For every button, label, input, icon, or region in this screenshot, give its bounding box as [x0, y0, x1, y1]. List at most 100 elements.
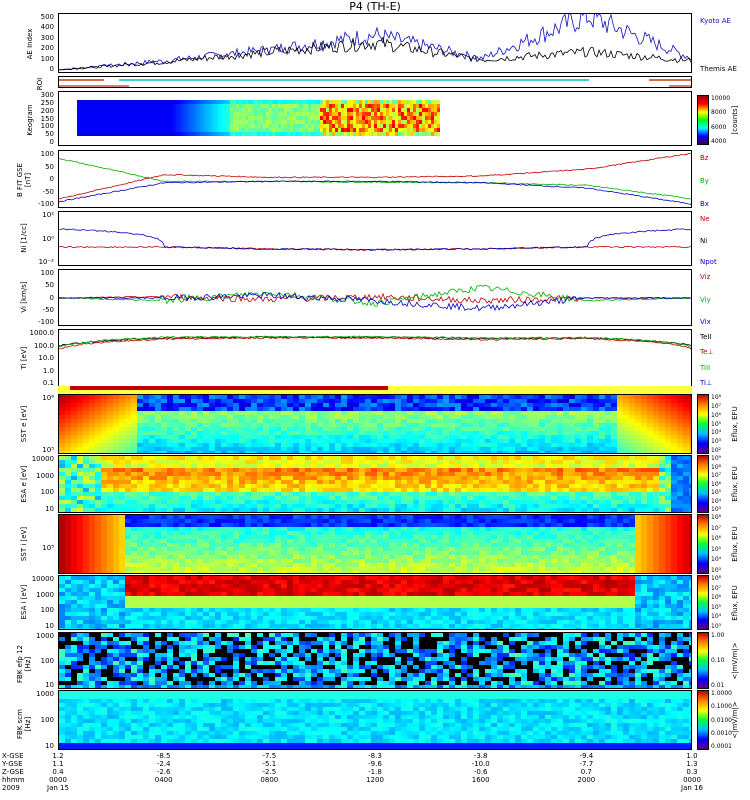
- keogram-cell: [431, 100, 434, 104]
- sst_e-cell: [137, 431, 143, 435]
- sst_i-cell: [227, 527, 233, 531]
- sst_e-cell: [629, 395, 635, 399]
- sst_e-cell: [617, 399, 623, 403]
- sst_e-cell: [287, 439, 293, 443]
- sst_i-cell: [77, 559, 83, 563]
- sst_e-cell: [173, 431, 179, 435]
- keogram-cell: [122, 100, 125, 104]
- esa_e-cell: [449, 480, 455, 484]
- sst_e-cell: [623, 395, 629, 399]
- sst_i-cell: [113, 559, 119, 563]
- sst_e-cell: [167, 447, 173, 451]
- keogram-cell: [227, 132, 230, 136]
- sst_e-cell: [119, 451, 125, 453]
- esa_e-cell: [539, 472, 545, 476]
- keogram-cell: [230, 132, 233, 136]
- esa_e-cell: [287, 492, 293, 496]
- keogram-cell: [416, 132, 419, 136]
- sst_e-cell: [353, 439, 359, 443]
- keogram-cell: [305, 108, 308, 112]
- keogram-cell: [242, 124, 245, 128]
- sst_i-cell: [245, 563, 251, 567]
- keogram-cell: [371, 124, 374, 128]
- esa_e-cell: [641, 508, 647, 512]
- sst_e-cell: [467, 431, 473, 435]
- esa_e-cell: [77, 500, 83, 504]
- esa_e-cell: [407, 508, 413, 512]
- sst_e-cell: [461, 399, 467, 403]
- keogram-cell: [224, 104, 227, 108]
- keogram-cell: [425, 104, 428, 108]
- sst_i-cell: [251, 515, 257, 519]
- sst_e-cell: [413, 423, 419, 427]
- esa_e-cell: [299, 512, 305, 513]
- sst_i-cell: [101, 515, 107, 519]
- sst_e-cell: [635, 447, 641, 451]
- sst_e-cell: [251, 423, 257, 427]
- keogram-cell: [344, 108, 347, 112]
- keogram-cell: [116, 124, 119, 128]
- keogram-cell: [212, 100, 215, 104]
- esa_e-cell: [149, 504, 155, 508]
- esa_e-cell: [197, 476, 203, 480]
- sst_i-cell: [203, 535, 209, 539]
- keogram-cell: [404, 116, 407, 120]
- esa_e-cell: [107, 456, 113, 460]
- esa_e-cell: [71, 484, 77, 488]
- esa_e-cell: [581, 472, 587, 476]
- esa_e-cell: [665, 460, 671, 464]
- sst_e-cell: [413, 411, 419, 415]
- esa_e-cell: [311, 500, 317, 504]
- keogram-cell: [239, 120, 242, 124]
- keogram-cell: [266, 100, 269, 104]
- esa_e-cell: [155, 468, 161, 472]
- esa_e-cell: [371, 488, 377, 492]
- esa_e-cell: [185, 456, 191, 460]
- keogram-cell: [191, 108, 194, 112]
- esa_e-cell: [629, 484, 635, 488]
- keogram-cell: [362, 124, 365, 128]
- sst_e-cell: [125, 447, 131, 451]
- esa_e-cell: [611, 500, 617, 504]
- keogram-cell: [239, 104, 242, 108]
- keogram-cell: [131, 104, 134, 108]
- sst_i-cell: [257, 531, 263, 535]
- esa_e-cell: [299, 488, 305, 492]
- keogram-cell: [410, 112, 413, 116]
- sst_i-cell: [293, 523, 299, 527]
- keogram-cell: [413, 108, 416, 112]
- esa_e-cell: [521, 488, 527, 492]
- esa_e-cell: [509, 460, 515, 464]
- sst_e-cell: [269, 395, 275, 399]
- keogram-cell: [101, 100, 104, 104]
- sst_i-cell: [221, 567, 227, 571]
- sst_e-cell: [539, 403, 545, 407]
- esa_e-cell: [203, 488, 209, 492]
- esa_e-cell: [275, 468, 281, 472]
- keogram-cell: [188, 120, 191, 124]
- esa_e-cell: [335, 460, 341, 464]
- sst_e-cell: [209, 443, 215, 447]
- sst_e-cell: [467, 427, 473, 431]
- keogram-cell: [335, 100, 338, 104]
- sst_i-cell: [89, 531, 95, 535]
- sst_e-cell: [515, 399, 521, 403]
- sst_i-cell: [143, 543, 149, 547]
- sst_e-cell: [287, 419, 293, 423]
- sst_e-cell: [551, 439, 557, 443]
- keogram-cell: [299, 112, 302, 116]
- keogram-cell: [203, 132, 206, 136]
- esa_e-cell: [137, 464, 143, 468]
- esa_e-cell: [221, 512, 227, 513]
- esa_e-cell: [545, 488, 551, 492]
- esa_e-cell: [179, 508, 185, 512]
- esa_e-cell: [59, 468, 65, 472]
- sst_e-cell: [521, 399, 527, 403]
- keogram-cell: [434, 132, 437, 136]
- esa_e-cell: [329, 500, 335, 504]
- keogram-cell: [176, 116, 179, 120]
- sst_i-cell: [59, 547, 65, 551]
- keogram-cell: [92, 104, 95, 108]
- esa_e-cell: [599, 460, 605, 464]
- sst_e-cell: [77, 419, 83, 423]
